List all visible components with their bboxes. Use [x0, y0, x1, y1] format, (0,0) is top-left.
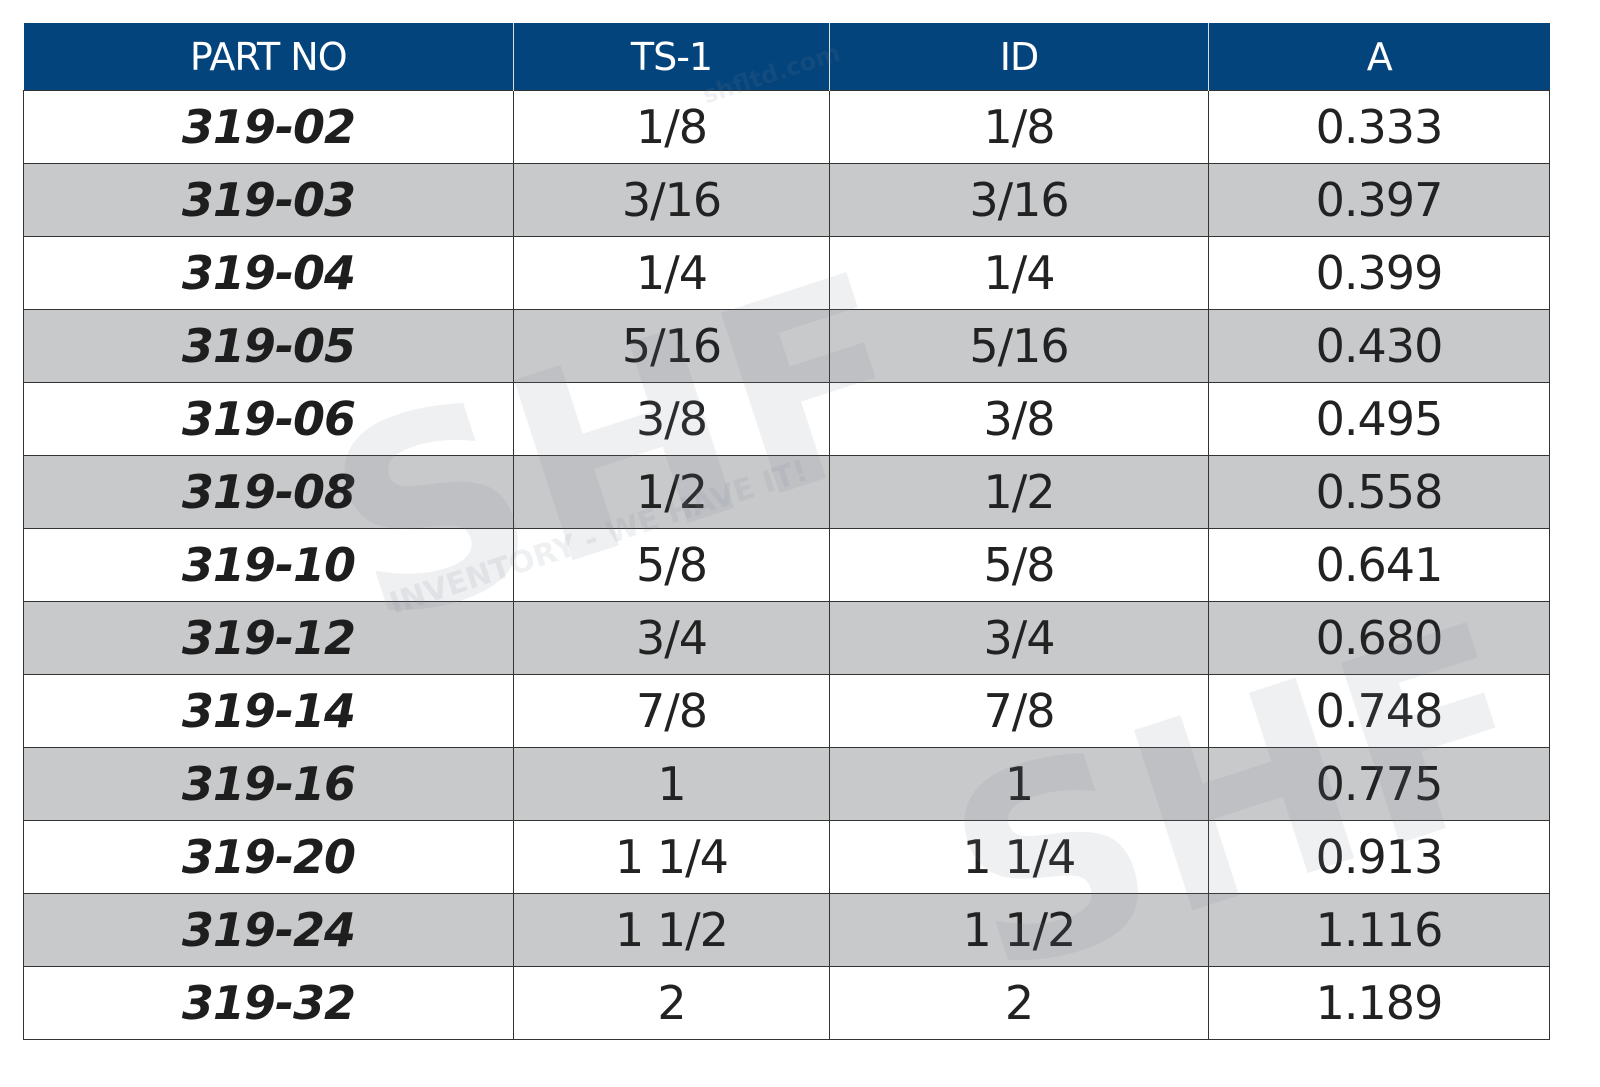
cell-part-no: 319-14 — [23, 674, 514, 748]
cell-a: 0.913 — [1208, 820, 1550, 894]
table-row: 319-06 3/8 3/8 0.495 — [23, 382, 1550, 456]
cell-a: 0.775 — [1208, 747, 1550, 821]
cell-a: 0.680 — [1208, 601, 1550, 675]
header-id: ID — [829, 23, 1209, 91]
header-ts-1: TS-1 — [513, 23, 830, 91]
cell-ts-1: 1 1/4 — [513, 820, 830, 894]
cell-part-no: 319-06 — [23, 382, 514, 456]
cell-part-no: 319-24 — [23, 893, 514, 967]
cell-ts-1: 3/4 — [513, 601, 830, 675]
parts-table: PART NO TS-1 ID A 319-02 1/8 1/8 0.333 319-0… — [23, 23, 1550, 1040]
cell-a: 0.748 — [1208, 674, 1550, 748]
header-part-no: PART NO — [23, 23, 514, 91]
cell-id: 3/8 — [829, 382, 1209, 456]
table-row: 319-14 7/8 7/8 0.748 — [23, 674, 1550, 748]
cell-a: 1.116 — [1208, 893, 1550, 967]
cell-ts-1: 5/16 — [513, 309, 830, 383]
cell-ts-1: 5/8 — [513, 528, 830, 602]
cell-ts-1: 2 — [513, 966, 830, 1040]
cell-id: 7/8 — [829, 674, 1209, 748]
cell-id: 2 — [829, 966, 1209, 1040]
cell-a: 0.399 — [1208, 236, 1550, 310]
table-row: 319-24 1 1/2 1 1/2 1.116 — [23, 893, 1550, 967]
cell-a: 0.558 — [1208, 455, 1550, 529]
cell-ts-1: 1 1/2 — [513, 893, 830, 967]
cell-a: 0.495 — [1208, 382, 1550, 456]
cell-part-no: 319-03 — [23, 163, 514, 237]
table-row: 319-02 1/8 1/8 0.333 — [23, 90, 1550, 164]
cell-a: 0.641 — [1208, 528, 1550, 602]
cell-ts-1: 7/8 — [513, 674, 830, 748]
cell-part-no: 319-20 — [23, 820, 514, 894]
cell-a: 1.189 — [1208, 966, 1550, 1040]
cell-a: 0.397 — [1208, 163, 1550, 237]
cell-ts-1: 1/2 — [513, 455, 830, 529]
header-row: PART NO TS-1 ID A — [23, 23, 1550, 91]
cell-id: 1/2 — [829, 455, 1209, 529]
table-row: 319-12 3/4 3/4 0.680 — [23, 601, 1550, 675]
cell-ts-1: 3/16 — [513, 163, 830, 237]
cell-id: 1 1/2 — [829, 893, 1209, 967]
table-row: 319-10 5/8 5/8 0.641 — [23, 528, 1550, 602]
cell-id: 1 — [829, 747, 1209, 821]
table-row: 319-05 5/16 5/16 0.430 — [23, 309, 1550, 383]
cell-id: 1 1/4 — [829, 820, 1209, 894]
cell-id: 5/16 — [829, 309, 1209, 383]
cell-a: 0.430 — [1208, 309, 1550, 383]
cell-ts-1: 3/8 — [513, 382, 830, 456]
table-row: 319-32 2 2 1.189 — [23, 966, 1550, 1040]
cell-id: 3/16 — [829, 163, 1209, 237]
cell-part-no: 319-08 — [23, 455, 514, 529]
cell-id: 3/4 — [829, 601, 1209, 675]
cell-ts-1: 1 — [513, 747, 830, 821]
cell-part-no: 319-10 — [23, 528, 514, 602]
cell-id: 1/8 — [829, 90, 1209, 164]
table-row: 319-20 1 1/4 1 1/4 0.913 — [23, 820, 1550, 894]
cell-part-no: 319-12 — [23, 601, 514, 675]
cell-part-no: 319-05 — [23, 309, 514, 383]
cell-ts-1: 1/4 — [513, 236, 830, 310]
cell-id: 1/4 — [829, 236, 1209, 310]
cell-part-no: 319-04 — [23, 236, 514, 310]
header-a: A — [1208, 23, 1550, 91]
table-row: 319-04 1/4 1/4 0.399 — [23, 236, 1550, 310]
cell-id: 5/8 — [829, 528, 1209, 602]
table-row: 319-08 1/2 1/2 0.558 — [23, 455, 1550, 529]
cell-part-no: 319-16 — [23, 747, 514, 821]
cell-part-no: 319-32 — [23, 966, 514, 1040]
table-row: 319-03 3/16 3/16 0.397 — [23, 163, 1550, 237]
cell-ts-1: 1/8 — [513, 90, 830, 164]
table-row: 319-16 1 1 0.775 — [23, 747, 1550, 821]
cell-part-no: 319-02 — [23, 90, 514, 164]
cell-a: 0.333 — [1208, 90, 1550, 164]
